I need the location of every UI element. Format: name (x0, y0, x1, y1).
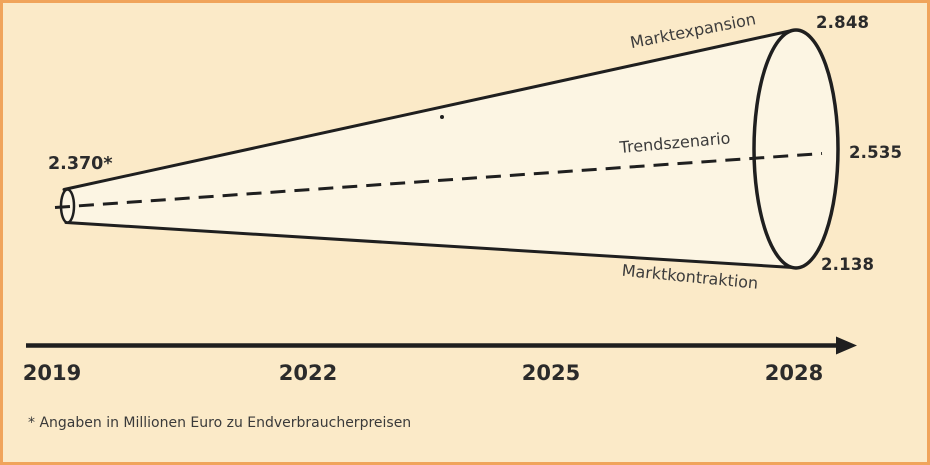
year-tick-2019: 2019 (22, 361, 82, 385)
footnote: * Angaben in Millionen Euro zu Endverbra… (28, 415, 412, 431)
contraction-line (64, 221, 795, 269)
end-value-trend: 2.535 (849, 143, 903, 162)
small-dot-marker (440, 115, 444, 119)
cone-mouth-ellipse (752, 28, 840, 270)
timeline-arrowhead (836, 336, 857, 355)
year-tick-2025: 2025 (521, 361, 581, 385)
year-tick-2022: 2022 (278, 361, 338, 385)
trend-dashed-line (54, 152, 823, 209)
cone-body-fill (64, 31, 792, 267)
end-value-expansion: 2.848 (816, 13, 870, 32)
expansion-line (62, 29, 794, 191)
year-tick-2028: 2028 (764, 361, 824, 385)
end-value-contraction: 2.138 (821, 255, 875, 274)
start-value-label: 2.370* (48, 154, 113, 174)
